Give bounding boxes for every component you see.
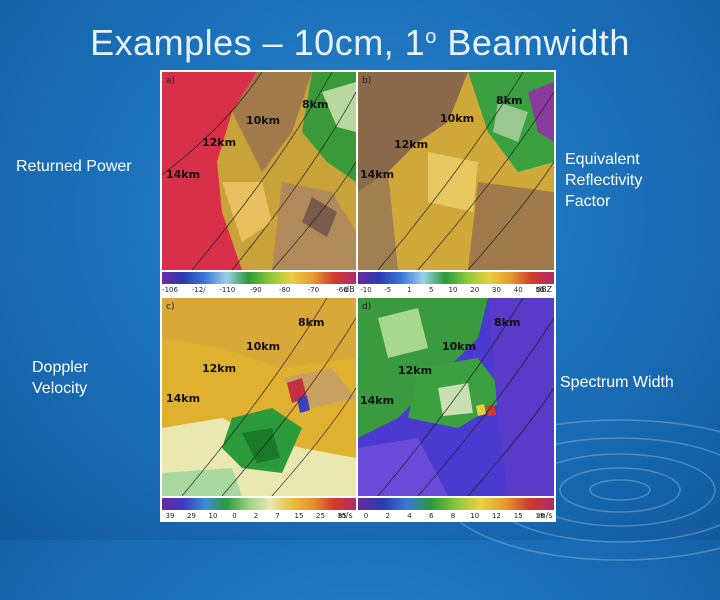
colorbar-d-tick: 18: [535, 512, 545, 520]
label-spectrum-width: Spectrum Width: [560, 374, 674, 391]
panel-c-doppler-velocity: c) 8km 10km 12km 14km: [162, 298, 356, 496]
colorbar-c-tick: 35: [337, 512, 347, 520]
panel-d-range-14km: 14km: [360, 394, 395, 407]
title-tail: Beamwidth: [436, 22, 630, 63]
panel-c-range-10km: 10km: [246, 340, 281, 353]
colorbar-b-tick: 5: [429, 286, 434, 294]
colorbar-d-tick: 4: [407, 512, 412, 520]
colorbar-a-unit: dB: [344, 285, 355, 294]
panel-c-range-8km: 8km: [298, 316, 325, 329]
colorbar-b-tick: 50: [535, 286, 545, 294]
panel-c-range-12km: 12km: [202, 362, 237, 375]
colorbar-b-tick: -5: [384, 286, 392, 294]
colorbar-c: [162, 498, 356, 510]
colorbar-c-tick: 25: [316, 512, 325, 520]
colorbar-d-tick: 6: [429, 512, 434, 520]
label-doppler-line1: Doppler: [32, 359, 89, 376]
colorbar-a-tick: -106: [162, 286, 178, 294]
colorbar-b-ticks: -10 -5 1 5 10 20 30 40 50: [358, 285, 554, 297]
panel-c-range-14km: 14km: [166, 392, 201, 405]
title-superscript: o: [425, 26, 437, 48]
panel-b-range-12km: 12km: [394, 138, 429, 151]
panel-b-letter: b): [362, 76, 372, 86]
colorbar-b-tick: 30: [492, 286, 501, 294]
panel-b-range-14km: 14km: [360, 168, 395, 181]
colorbar-d: [358, 498, 554, 510]
panel-d-spectrum-width: d) 8km 10km 12km 14km: [358, 298, 554, 496]
panel-b-range-10km: 10km: [440, 112, 475, 125]
panel-d-letter: d): [362, 302, 372, 312]
colorbar-d-tick: 2: [385, 512, 390, 520]
colorbar-b-tick: 10: [448, 286, 458, 294]
colorbar-a-ticks: -106 -12/ -110 -90 -80 -70 -60: [162, 285, 356, 297]
panel-a-range-12km: 12km: [202, 136, 237, 149]
colorbar-c-tick: 7: [275, 512, 280, 520]
colorbar-b-tick: -10: [360, 286, 372, 294]
colorbar-b: [358, 272, 554, 284]
colorbar-c-tick: 39: [165, 512, 175, 520]
label-doppler-velocity: Doppler Velocity: [32, 357, 88, 399]
colorbar-c-tick: 15: [294, 512, 304, 520]
colorbar-d-tick: 0: [363, 512, 369, 520]
panel-d-range-12km: 12km: [398, 364, 433, 377]
colorbar-d-tick: 12: [492, 512, 501, 520]
colorbar-c-unit: m/s: [338, 511, 353, 520]
panel-c-letter: c): [166, 302, 175, 312]
colorbar-d-ticks: 0 2 4 6 8 10 12 15 18: [358, 511, 554, 523]
label-returned-power: Returned Power: [16, 158, 132, 175]
radar-figure: a) 8km 10km 12km 14km b) 8km 10km 12km 1…: [160, 70, 556, 522]
colorbar-b-tick: 40: [513, 286, 523, 294]
colorbar-a-tick: -80: [278, 286, 291, 294]
colorbar-a: [162, 272, 356, 284]
colorbar-a-tick: -12/: [191, 286, 206, 294]
colorbar-c-tick: 10: [208, 512, 218, 520]
panel-a-range-8km: 8km: [302, 98, 329, 111]
label-erf-line1: Equivalent: [565, 151, 640, 168]
colorbar-c-ticks: 39 29 10 0 2 7 15 25 35: [162, 511, 356, 523]
panel-d-range-10km: 10km: [442, 340, 477, 353]
title-main: Examples – 10cm, 1: [90, 22, 426, 63]
label-erf-line3: Factor: [565, 193, 611, 210]
colorbar-a-tick: -70: [307, 286, 320, 294]
slide-title: Examples – 10cm, 1o Beamwidth: [0, 22, 720, 64]
colorbar-b-tick: 20: [470, 286, 480, 294]
panel-a-range-10km: 10km: [246, 114, 281, 127]
colorbar-a-tick: -110: [219, 286, 236, 294]
panel-a-letter: a): [166, 76, 176, 86]
panel-b-reflectivity: b) 8km 10km 12km 14km: [358, 72, 554, 270]
panel-b-range-8km: 8km: [496, 94, 523, 107]
panel-a-range-14km: 14km: [166, 168, 201, 181]
label-equivalent-reflectivity: Equivalent Reflectivity Factor: [565, 149, 642, 212]
panel-a-returned-power: a) 8km 10km 12km 14km: [162, 72, 356, 270]
colorbar-a-tick: -60: [336, 286, 348, 294]
colorbar-d-unit: m/s: [538, 511, 553, 520]
colorbar-c-tick: 29: [187, 512, 196, 520]
colorbar-b-unit: dBZ: [536, 285, 553, 294]
colorbar-b-tick: 1: [407, 286, 412, 294]
colorbar-c-tick: 0: [232, 512, 237, 520]
label-erf-line2: Reflectivity: [565, 172, 643, 189]
colorbar-d-tick: 8: [450, 512, 456, 520]
label-doppler-line2: Velocity: [32, 380, 88, 397]
panel-d-range-8km: 8km: [494, 316, 521, 329]
colorbar-a-tick: -90: [250, 286, 262, 294]
colorbar-c-tick: 2: [253, 512, 259, 520]
colorbar-d-tick: 15: [513, 512, 523, 520]
colorbar-d-tick: 10: [470, 512, 480, 520]
